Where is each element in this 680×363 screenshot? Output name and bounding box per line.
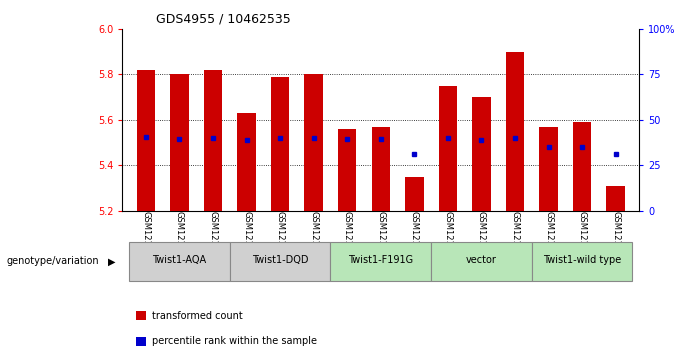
Text: percentile rank within the sample: percentile rank within the sample bbox=[152, 336, 317, 346]
Bar bbox=[137, 70, 155, 211]
Text: Twist1-AQA: Twist1-AQA bbox=[152, 256, 207, 265]
Bar bbox=[472, 97, 491, 211]
Text: Twist1-wild type: Twist1-wild type bbox=[543, 256, 622, 265]
Bar bbox=[129, 242, 230, 281]
Text: GSM1211857: GSM1211857 bbox=[511, 211, 520, 267]
Text: GSM1211861: GSM1211861 bbox=[410, 211, 419, 267]
Bar bbox=[338, 129, 356, 211]
Text: GSM1211852: GSM1211852 bbox=[477, 211, 486, 267]
Text: GSM1211860: GSM1211860 bbox=[309, 211, 318, 267]
Bar bbox=[539, 127, 558, 211]
Bar bbox=[532, 242, 632, 281]
Text: GSM1211850: GSM1211850 bbox=[242, 211, 251, 267]
Bar bbox=[330, 242, 431, 281]
Bar bbox=[431, 242, 532, 281]
Text: GSM1211849: GSM1211849 bbox=[141, 211, 150, 267]
Bar bbox=[405, 176, 424, 211]
Bar bbox=[506, 52, 524, 211]
Text: GSM1211848: GSM1211848 bbox=[544, 211, 553, 267]
Bar bbox=[170, 74, 188, 211]
Text: GSM1211853: GSM1211853 bbox=[577, 211, 587, 267]
Bar bbox=[439, 86, 457, 211]
Bar bbox=[230, 242, 330, 281]
Text: GSM1211854: GSM1211854 bbox=[175, 211, 184, 267]
Text: GSM1211847: GSM1211847 bbox=[443, 211, 452, 267]
Text: GDS4955 / 10462535: GDS4955 / 10462535 bbox=[156, 12, 291, 25]
Text: ▶: ▶ bbox=[108, 256, 116, 266]
Text: GSM1211851: GSM1211851 bbox=[343, 211, 352, 267]
Bar bbox=[271, 77, 290, 211]
Text: GSM1211855: GSM1211855 bbox=[275, 211, 285, 267]
Text: genotype/variation: genotype/variation bbox=[7, 256, 99, 266]
Bar bbox=[573, 122, 592, 211]
Text: Twist1-DQD: Twist1-DQD bbox=[252, 256, 308, 265]
Text: GSM1211859: GSM1211859 bbox=[209, 211, 218, 267]
Bar bbox=[305, 74, 323, 211]
Text: GSM1211856: GSM1211856 bbox=[376, 211, 386, 267]
Bar bbox=[237, 113, 256, 211]
Text: vector: vector bbox=[466, 256, 497, 265]
Bar bbox=[371, 127, 390, 211]
Text: GSM1211858: GSM1211858 bbox=[611, 211, 620, 267]
Text: Twist1-F191G: Twist1-F191G bbox=[348, 256, 413, 265]
Text: transformed count: transformed count bbox=[152, 311, 242, 321]
Bar bbox=[204, 70, 222, 211]
Bar bbox=[607, 185, 625, 211]
